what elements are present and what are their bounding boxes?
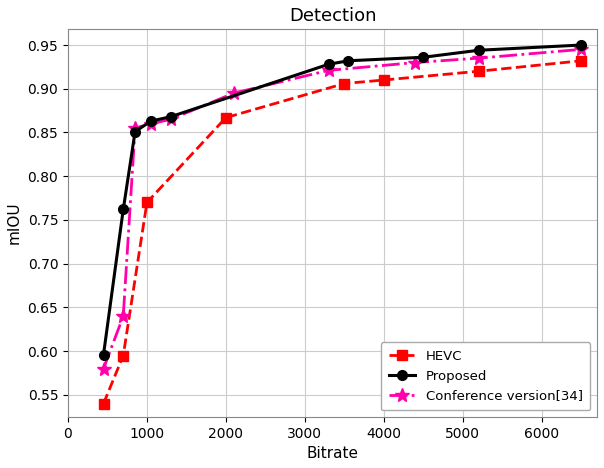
Conference version[34] bbox=[120, 314, 127, 319]
Proposed bbox=[147, 118, 155, 124]
Legend: HEVC, Proposed, Conference version[34]: HEVC, Proposed, Conference version[34] bbox=[381, 342, 591, 410]
Conference version[34] bbox=[475, 55, 482, 61]
Conference version[34] bbox=[325, 67, 332, 73]
Conference version[34] bbox=[147, 121, 155, 126]
Conference version[34] bbox=[412, 60, 419, 66]
HEVC bbox=[475, 68, 482, 74]
Conference version[34] bbox=[132, 125, 139, 131]
Conference version[34] bbox=[100, 366, 107, 372]
Proposed bbox=[120, 207, 127, 212]
X-axis label: Bitrate: Bitrate bbox=[306, 446, 359, 461]
Proposed bbox=[100, 352, 107, 358]
Conference version[34] bbox=[230, 90, 237, 96]
Proposed bbox=[475, 47, 482, 53]
Line: Proposed: Proposed bbox=[98, 40, 586, 359]
Proposed bbox=[420, 54, 427, 60]
HEVC bbox=[222, 115, 230, 120]
Conference version[34] bbox=[167, 117, 175, 122]
Proposed bbox=[325, 61, 332, 67]
HEVC bbox=[120, 353, 127, 358]
HEVC bbox=[341, 80, 348, 86]
HEVC bbox=[577, 58, 585, 64]
Conference version[34] bbox=[577, 47, 585, 52]
HEVC bbox=[381, 77, 388, 83]
Line: Conference version[34]: Conference version[34] bbox=[97, 43, 588, 376]
Title: Detection: Detection bbox=[289, 7, 376, 25]
Line: HEVC: HEVC bbox=[98, 56, 586, 409]
HEVC bbox=[100, 401, 107, 407]
Proposed bbox=[345, 58, 352, 64]
Proposed bbox=[577, 42, 585, 48]
Proposed bbox=[132, 129, 139, 134]
HEVC bbox=[143, 200, 150, 205]
Proposed bbox=[167, 114, 175, 119]
Y-axis label: mIOU: mIOU bbox=[7, 202, 22, 244]
